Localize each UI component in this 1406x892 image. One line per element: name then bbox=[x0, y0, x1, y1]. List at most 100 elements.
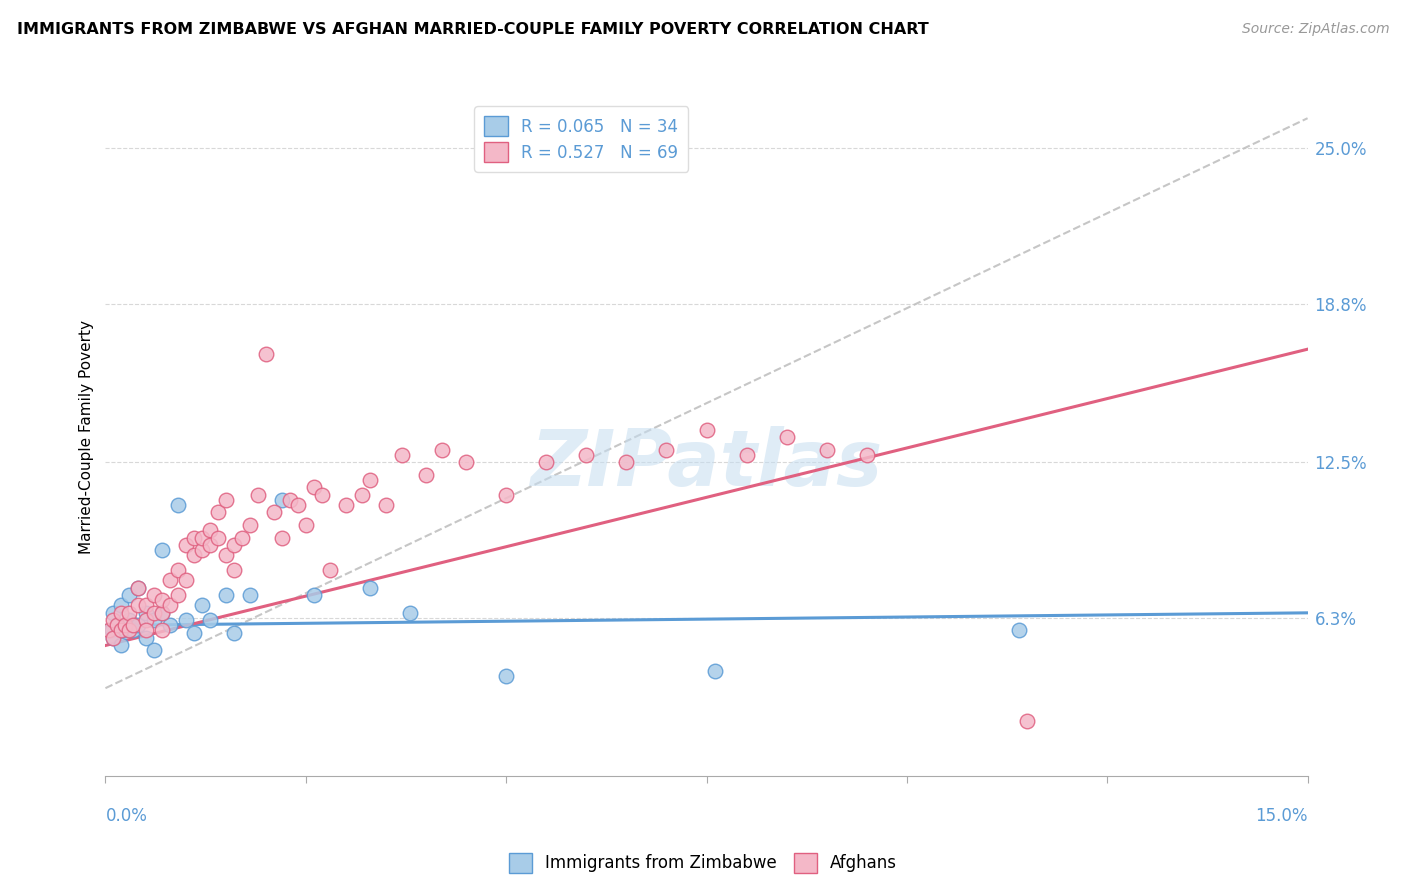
Point bbox=[214, 548, 236, 562]
Point bbox=[103, 606, 125, 620]
Point bbox=[101, 624, 124, 638]
Point bbox=[190, 543, 212, 558]
Point bbox=[103, 631, 125, 645]
Point bbox=[415, 467, 437, 482]
Point bbox=[107, 618, 129, 632]
Y-axis label: Married-Couple Family Poverty: Married-Couple Family Poverty bbox=[79, 320, 94, 554]
Text: 15.0%: 15.0% bbox=[1256, 807, 1308, 825]
Point bbox=[127, 599, 149, 613]
Point bbox=[118, 613, 141, 627]
Point bbox=[231, 531, 253, 545]
Point bbox=[150, 606, 173, 620]
Point bbox=[359, 473, 381, 487]
Point bbox=[114, 624, 136, 638]
Text: 0.0%: 0.0% bbox=[105, 807, 148, 825]
Point bbox=[278, 492, 301, 507]
Point bbox=[222, 563, 245, 577]
Point bbox=[335, 498, 357, 512]
Point bbox=[135, 624, 157, 638]
Point bbox=[159, 573, 181, 587]
Point bbox=[150, 543, 173, 558]
Point bbox=[815, 442, 838, 457]
Point bbox=[166, 588, 188, 602]
Point bbox=[127, 618, 149, 632]
Point bbox=[270, 492, 292, 507]
Point bbox=[311, 488, 333, 502]
Point bbox=[159, 599, 181, 613]
Point bbox=[103, 613, 125, 627]
Point bbox=[214, 588, 236, 602]
Point bbox=[246, 488, 269, 502]
Point bbox=[350, 488, 373, 502]
Point bbox=[399, 606, 422, 620]
Point bbox=[150, 593, 173, 607]
Point bbox=[103, 631, 125, 645]
Point bbox=[190, 599, 212, 613]
Point bbox=[118, 624, 141, 638]
Point bbox=[430, 442, 453, 457]
Point bbox=[302, 588, 325, 602]
Point bbox=[454, 455, 477, 469]
Point bbox=[696, 423, 718, 437]
Point bbox=[374, 498, 398, 512]
Point bbox=[150, 624, 173, 638]
Point bbox=[127, 581, 149, 595]
Point bbox=[214, 492, 236, 507]
Point bbox=[142, 588, 165, 602]
Point bbox=[1017, 714, 1039, 728]
Point bbox=[198, 613, 221, 627]
Point bbox=[159, 618, 181, 632]
Point bbox=[575, 448, 598, 462]
Point bbox=[135, 631, 157, 645]
Point bbox=[222, 538, 245, 552]
Point bbox=[127, 581, 149, 595]
Point bbox=[254, 347, 277, 361]
Point bbox=[174, 613, 197, 627]
Point bbox=[222, 626, 245, 640]
Point bbox=[183, 548, 205, 562]
Point bbox=[495, 488, 517, 502]
Text: Source: ZipAtlas.com: Source: ZipAtlas.com bbox=[1241, 22, 1389, 37]
Point bbox=[183, 626, 205, 640]
Point bbox=[174, 573, 197, 587]
Point bbox=[110, 639, 132, 653]
Point bbox=[495, 668, 517, 682]
Point bbox=[198, 538, 221, 552]
Legend: R = 0.065   N = 34, R = 0.527   N = 69: R = 0.065 N = 34, R = 0.527 N = 69 bbox=[474, 106, 688, 171]
Point bbox=[391, 448, 413, 462]
Point bbox=[114, 618, 136, 632]
Point bbox=[166, 498, 188, 512]
Point bbox=[239, 588, 262, 602]
Point bbox=[207, 505, 229, 519]
Point bbox=[616, 455, 638, 469]
Point bbox=[118, 606, 141, 620]
Point bbox=[142, 613, 165, 627]
Point bbox=[110, 624, 132, 638]
Point bbox=[110, 606, 132, 620]
Point bbox=[735, 448, 758, 462]
Point bbox=[270, 531, 292, 545]
Point bbox=[118, 588, 141, 602]
Point bbox=[287, 498, 309, 512]
Point bbox=[166, 563, 188, 577]
Point bbox=[150, 606, 173, 620]
Point bbox=[135, 606, 157, 620]
Point bbox=[142, 606, 165, 620]
Point bbox=[359, 581, 381, 595]
Point bbox=[174, 538, 197, 552]
Point bbox=[319, 563, 342, 577]
Point bbox=[190, 531, 212, 545]
Text: ZIPatlas: ZIPatlas bbox=[530, 426, 883, 502]
Point bbox=[263, 505, 285, 519]
Point bbox=[107, 618, 129, 632]
Point bbox=[855, 448, 877, 462]
Text: IMMIGRANTS FROM ZIMBABWE VS AFGHAN MARRIED-COUPLE FAMILY POVERTY CORRELATION CHA: IMMIGRANTS FROM ZIMBABWE VS AFGHAN MARRI… bbox=[17, 22, 928, 37]
Point bbox=[122, 618, 145, 632]
Point bbox=[207, 531, 229, 545]
Point bbox=[703, 664, 725, 678]
Point bbox=[776, 430, 799, 444]
Point bbox=[142, 643, 165, 657]
Point bbox=[135, 613, 157, 627]
Point bbox=[122, 624, 145, 638]
Point bbox=[655, 442, 678, 457]
